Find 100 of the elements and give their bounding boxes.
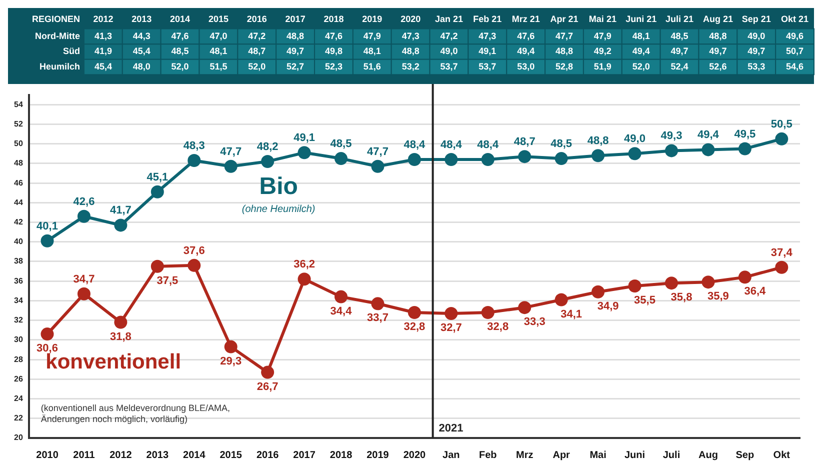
point <box>518 301 532 314</box>
x-tick-label: 2014 <box>183 450 206 461</box>
data-label: 48,3 <box>183 140 205 152</box>
data-label: 49,7 <box>748 46 766 56</box>
data-label: 47,7 <box>556 30 574 41</box>
data-label: 41,9 <box>94 46 112 56</box>
data-label: 48,8 <box>556 46 574 56</box>
x-tick-label: Apr <box>552 450 570 461</box>
y-tick-label: 38 <box>14 256 24 266</box>
x-tick-label: 2018 <box>330 450 353 461</box>
data-label: 49,0 <box>748 30 766 41</box>
data-label: 50,5 <box>770 118 792 130</box>
data-label: 49,7 <box>286 46 304 56</box>
x-tick-label: Juni 21 <box>626 14 657 24</box>
x-tick-label: 2010 <box>36 450 59 461</box>
data-label: 49,4 <box>517 46 535 56</box>
data-label: 44,3 <box>132 30 150 41</box>
point <box>261 366 274 379</box>
point <box>408 153 421 166</box>
point <box>371 160 384 173</box>
data-label: 47,6 <box>324 30 342 41</box>
series-label: Bio <box>259 173 298 200</box>
x-tick-label: 2020 <box>400 14 421 24</box>
data-label: 47,0 <box>210 30 228 41</box>
point <box>40 234 54 248</box>
x-tick-label: 2013 <box>146 450 169 461</box>
point <box>150 185 164 198</box>
annotation: (konventionell aus Meldeverordnung BLE/AMA, Änderungen noch möglich, vorläufig) <box>40 402 230 424</box>
x-tick-label: Jan 21 <box>434 14 464 24</box>
data-label: 48,7 <box>248 46 266 56</box>
point <box>371 297 384 310</box>
data-label: 37,5 <box>156 274 178 287</box>
data-label: 48,4 <box>440 139 463 152</box>
data-label: 34,7 <box>73 273 95 286</box>
y-tick-label: 28 <box>14 354 24 364</box>
point <box>592 149 605 162</box>
data-label: 49,3 <box>660 130 682 142</box>
point <box>592 285 605 298</box>
data-label: 47,6 <box>517 30 535 41</box>
data-label: 52,4 <box>670 61 688 72</box>
x-tick-label: Juli <box>662 450 680 461</box>
data-label: 49,2 <box>594 46 612 56</box>
point <box>77 210 90 223</box>
data-label: 47,3 <box>478 30 496 41</box>
x-tick-label: 2018 <box>324 14 344 24</box>
data-label: 32,8 <box>404 321 426 334</box>
data-label: 45,4 <box>94 61 112 72</box>
data-label: 49,0 <box>624 133 646 146</box>
y-tick-label: 34 <box>14 296 24 305</box>
data-label: 48,8 <box>709 30 727 41</box>
data-label: 47,2 <box>440 30 458 41</box>
x-tick-label: 2020 <box>403 450 426 461</box>
point <box>77 287 90 300</box>
data-label: 53,2 <box>402 61 420 72</box>
data-label: 52,0 <box>632 61 650 72</box>
data-label: 48,8 <box>286 30 304 41</box>
data-label: 45,1 <box>146 171 168 184</box>
data-label: 26,7 <box>256 380 278 393</box>
data-label: 31,8 <box>110 330 132 343</box>
point <box>150 260 164 273</box>
point <box>188 154 201 167</box>
x-tick-label: Mrz 21 <box>512 14 540 24</box>
x-tick-label: Mai <box>590 450 607 461</box>
x-tick-label: 2012 <box>110 450 132 461</box>
point <box>738 142 752 156</box>
point <box>481 153 494 166</box>
data-label: 48,5 <box>670 30 688 41</box>
point <box>114 316 128 329</box>
data-label: 48,4 <box>477 139 500 152</box>
data-label: 36,2 <box>294 258 316 271</box>
data-label: 49,6 <box>786 30 804 41</box>
data-label: 33,7 <box>367 312 388 324</box>
data-label: 47,7 <box>220 146 242 158</box>
point <box>114 218 128 232</box>
point <box>444 153 458 166</box>
x-tick-label: 2017 <box>285 14 306 24</box>
y-tick-label: 44 <box>14 198 24 207</box>
data-label: 47,7 <box>367 146 388 158</box>
x-tick-label: 2016 <box>246 14 267 24</box>
y-tick-label: Nord-Mitte <box>35 30 80 41</box>
data-label: 49,7 <box>709 46 727 56</box>
x-tick-label: 2013 <box>132 14 152 24</box>
annotation: (ohne Heumilch) <box>242 204 316 216</box>
point <box>334 290 348 304</box>
x-tick-label: Jan <box>442 450 460 461</box>
y-tick-label: 54 <box>14 100 24 109</box>
x-tick-label: Feb 21 <box>473 14 502 24</box>
data-label: 48,5 <box>171 46 189 56</box>
data-label: 52,0 <box>248 61 266 72</box>
data-label: 49,1 <box>478 46 496 56</box>
point <box>298 146 311 160</box>
x-tick-label: 2016 <box>256 450 280 461</box>
data-label: 48,1 <box>363 46 381 56</box>
x-tick-label: 2015 <box>208 14 228 24</box>
point <box>664 144 678 158</box>
x-tick-label: Mai 21 <box>588 14 616 24</box>
data-label: 53,0 <box>517 61 535 72</box>
point <box>738 270 752 284</box>
x-tick-label: Aug 21 <box>702 14 733 24</box>
y-tick-label: 48 <box>14 158 24 168</box>
